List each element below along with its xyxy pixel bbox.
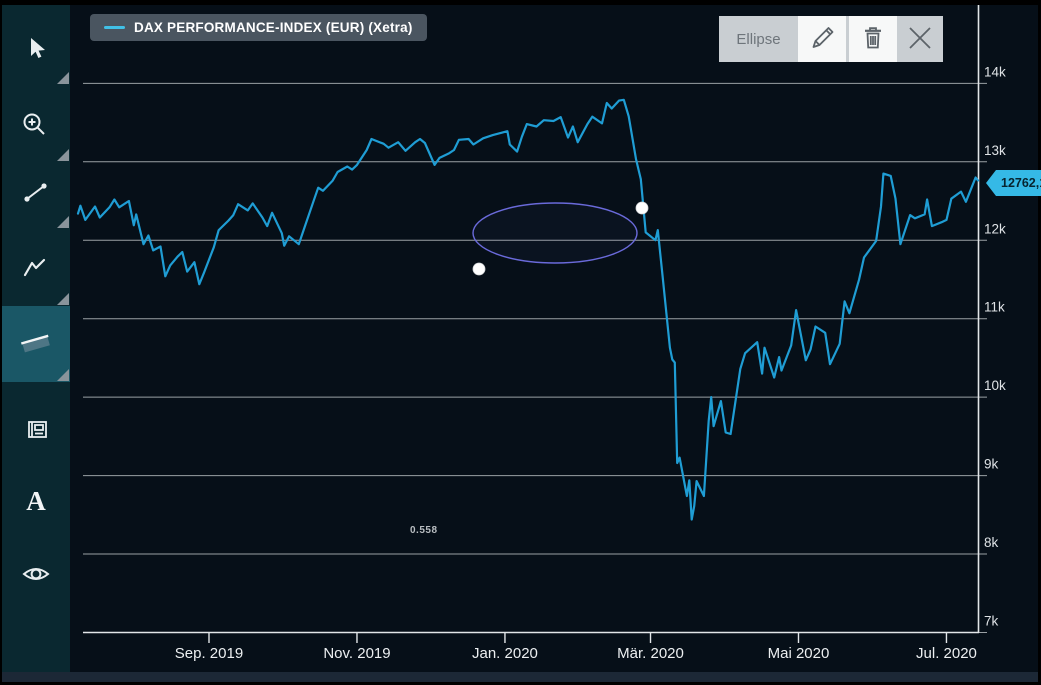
annotation-handle[interactable] bbox=[635, 201, 649, 215]
tool-news[interactable] bbox=[2, 393, 70, 465]
edit-annotation-button[interactable] bbox=[798, 16, 846, 62]
flyout-corner-icon bbox=[57, 72, 69, 84]
drawing-tools-sidebar: A bbox=[2, 5, 70, 672]
last-price-badge: 12762,11 bbox=[986, 170, 1041, 196]
tool-eye[interactable] bbox=[2, 538, 70, 610]
channel-shape-icon bbox=[18, 327, 54, 361]
annotation-handle[interactable] bbox=[472, 262, 486, 276]
chart-background bbox=[70, 5, 1038, 672]
flyout-corner-icon bbox=[57, 293, 69, 305]
trend-line-icon bbox=[20, 177, 52, 209]
price-line bbox=[76, 98, 980, 521]
series-legend[interactable]: DAX PERFORMANCE-INDEX (EUR) (Xetra) bbox=[90, 14, 427, 41]
toolbar-divider bbox=[846, 16, 849, 62]
pencil-icon bbox=[806, 22, 838, 57]
x-axis-label: Jul. 2020 bbox=[916, 645, 977, 662]
svg-text:A: A bbox=[26, 486, 46, 516]
zoom-in-icon bbox=[20, 110, 52, 142]
y-axis-label: 9k bbox=[984, 457, 999, 472]
series-swatch-icon bbox=[104, 26, 125, 29]
eye-icon bbox=[19, 558, 53, 590]
y-axis-label: 10k bbox=[984, 378, 1006, 393]
tool-zigzag[interactable] bbox=[2, 234, 70, 306]
x-axis-label: Jan. 2020 bbox=[472, 645, 538, 662]
newspaper-icon bbox=[20, 413, 52, 445]
cursor-icon bbox=[20, 33, 52, 65]
series-legend-label: DAX PERFORMANCE-INDEX (EUR) (Xetra) bbox=[134, 20, 413, 35]
annotation-type-button[interactable]: Ellipse bbox=[736, 30, 781, 48]
x-axis-label: Sep. 2019 bbox=[175, 645, 243, 662]
y-axis-label: 13k bbox=[984, 143, 1006, 158]
close-icon bbox=[905, 23, 935, 56]
zigzag-line-icon bbox=[20, 254, 52, 286]
y-axis-label: 7k bbox=[984, 614, 999, 629]
y-axis-label: 8k bbox=[984, 535, 999, 550]
ellipse-annotation[interactable] bbox=[472, 202, 638, 264]
annotation-toolbar: Ellipse bbox=[719, 16, 943, 62]
y-axis-label: 12k bbox=[984, 221, 1006, 236]
text-a-icon: A bbox=[20, 484, 52, 518]
y-axis-label: 14k bbox=[984, 64, 1006, 79]
tool-text[interactable]: A bbox=[2, 465, 70, 537]
trash-icon bbox=[857, 22, 889, 57]
flyout-corner-icon bbox=[57, 369, 69, 381]
y-axis-label: 11k bbox=[984, 300, 1005, 315]
tool-channel-shape[interactable] bbox=[2, 306, 70, 382]
flyout-corner-icon bbox=[57, 216, 69, 228]
flyout-corner-icon bbox=[57, 149, 69, 161]
x-axis-label: Nov. 2019 bbox=[323, 645, 390, 662]
x-axis-label: Mär. 2020 bbox=[617, 645, 684, 662]
tool-cursor[interactable] bbox=[2, 13, 70, 85]
chart-note-label: 0.558 bbox=[410, 525, 438, 536]
x-axis-label: Mai 2020 bbox=[768, 645, 830, 662]
tool-zoom[interactable] bbox=[2, 90, 70, 162]
close-annotation-toolbar-button[interactable] bbox=[897, 16, 943, 62]
tool-trend-line[interactable] bbox=[2, 157, 70, 229]
bottom-edge-strip bbox=[2, 672, 1038, 682]
delete-annotation-button[interactable] bbox=[849, 16, 897, 62]
